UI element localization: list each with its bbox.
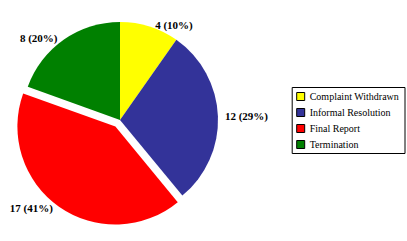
svg-text:17 (41%): 17 (41%): [10, 202, 53, 215]
svg-text:4 (10%): 4 (10%): [155, 19, 193, 32]
svg-text:Informal Resolution: Informal Resolution: [310, 107, 391, 118]
svg-text:Termination: Termination: [310, 139, 359, 150]
svg-text:Complaint Withdrawn: Complaint Withdrawn: [310, 91, 399, 102]
svg-text:Final Report: Final Report: [310, 123, 360, 134]
svg-text:12 (29%): 12 (29%): [225, 110, 268, 123]
svg-text:8 (20%): 8 (20%): [20, 32, 58, 45]
